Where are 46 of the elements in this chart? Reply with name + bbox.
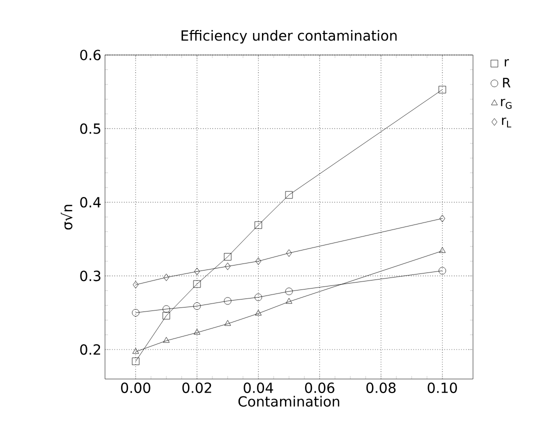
point — [254, 294, 262, 301]
y-tick-label: 0.6 — [80, 50, 101, 60]
point — [224, 253, 232, 260]
x-tick-label: 0.08 — [366, 382, 396, 394]
point — [438, 267, 446, 274]
x-tick-label: 0.06 — [305, 382, 334, 394]
point — [132, 348, 139, 354]
point — [193, 302, 201, 310]
point — [285, 191, 293, 199]
point — [255, 310, 262, 316]
point — [193, 280, 201, 288]
legend-label: r$_{G}$ — [501, 98, 512, 109]
y-tick-label: 0.3 — [80, 270, 100, 282]
point — [440, 214, 446, 222]
point — [132, 358, 140, 366]
legend-label: r$_{L}$ — [502, 118, 512, 128]
y-tick-label: 0.5 — [80, 123, 100, 134]
point — [132, 281, 138, 288]
y-axis-title: σ√n — [60, 204, 72, 230]
point — [286, 298, 292, 304]
point — [163, 337, 170, 343]
y-tick-label: 0.4 — [80, 196, 101, 208]
point — [256, 257, 262, 265]
point — [164, 274, 170, 282]
point — [439, 247, 446, 253]
legend-label: R — [503, 78, 510, 88]
x-tick-label: 0.02 — [182, 382, 212, 394]
x-tick-label: 0.00 — [121, 382, 150, 394]
legend-label: r — [504, 59, 509, 66]
point — [285, 288, 293, 296]
point — [254, 221, 262, 229]
point — [224, 320, 231, 326]
y-tick-label: 0.2 — [80, 344, 100, 355]
x-tick-label: 0.04 — [244, 382, 274, 394]
chart-title: Efficiency under contamination — [182, 30, 397, 44]
point — [162, 312, 170, 320]
point — [194, 328, 200, 335]
point — [132, 309, 140, 316]
point — [194, 268, 200, 276]
point — [224, 262, 230, 270]
point — [162, 305, 170, 313]
point — [286, 249, 292, 257]
x-tick-label: 0.10 — [428, 382, 457, 394]
x-axis-title: Contamination — [238, 396, 340, 407]
point — [438, 86, 446, 94]
point — [224, 297, 232, 305]
